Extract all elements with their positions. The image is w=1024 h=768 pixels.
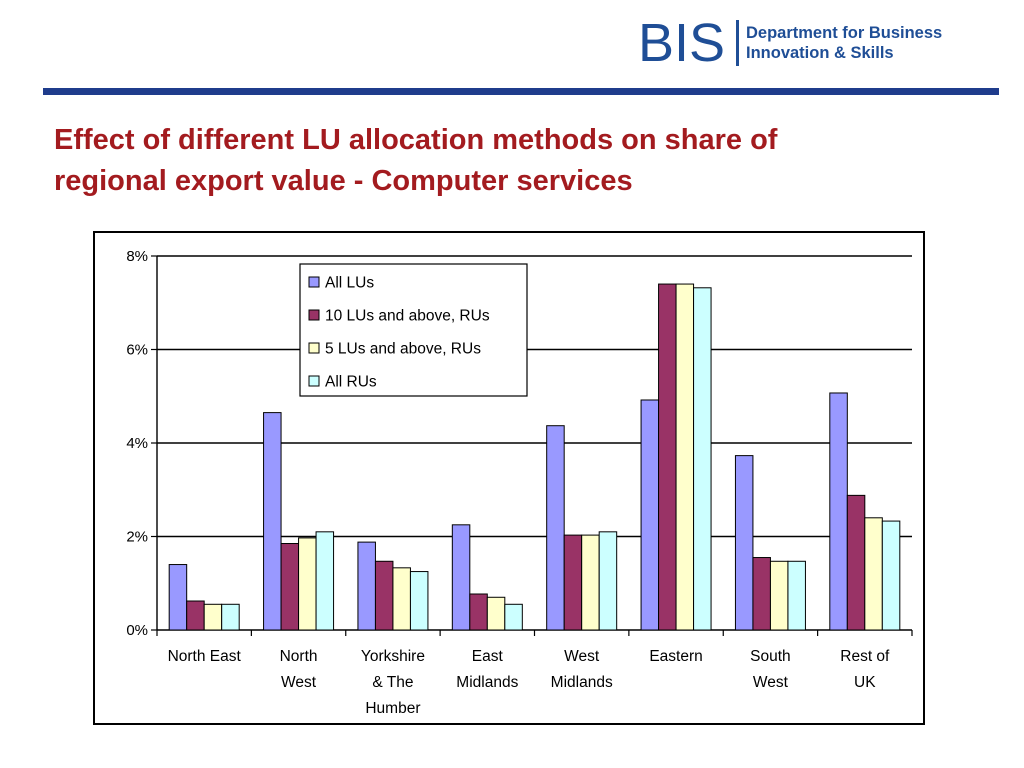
bar-2 bbox=[563, 534, 583, 631]
bar-1 bbox=[734, 455, 754, 631]
bar-4 bbox=[409, 571, 429, 631]
bar-3 bbox=[581, 534, 600, 631]
x-tick-label: Eastern bbox=[649, 648, 702, 665]
bar-chart: 0% 2% 4% 6% 8% North East North West Yorkshire & … bbox=[126, 248, 913, 717]
x-tick-label: North East bbox=[168, 648, 242, 665]
bar-4 bbox=[693, 287, 712, 631]
bar-4 bbox=[598, 531, 618, 631]
y-tick-label: 4% bbox=[126, 435, 148, 452]
x-tick-label: West bbox=[564, 648, 600, 665]
y-tick-label: 0% bbox=[126, 622, 148, 639]
bar-4 bbox=[315, 531, 335, 631]
bar-2 bbox=[374, 560, 394, 631]
legend-label: All LUs bbox=[325, 275, 374, 292]
x-tick-label: Rest of bbox=[840, 648, 890, 665]
logo-text: Department for Business Innovation & Ski… bbox=[746, 23, 1024, 63]
legend-swatch bbox=[308, 276, 320, 288]
y-tick-label: 8% bbox=[126, 248, 148, 265]
bar-1 bbox=[451, 524, 471, 631]
logo-separator bbox=[736, 20, 739, 66]
logo-line-2: Innovation & Skills bbox=[746, 44, 894, 62]
y-tick-label: 6% bbox=[126, 342, 148, 359]
bar-1 bbox=[168, 564, 188, 631]
title-line-1: Effect of different LU allocation method… bbox=[54, 124, 778, 156]
legend-swatch bbox=[308, 342, 320, 354]
slide-title: Effect of different LU allocation method… bbox=[54, 120, 984, 202]
x-tick-label: UK bbox=[854, 674, 876, 691]
bar-1 bbox=[640, 399, 660, 631]
legend-label: 5 LUs and above, RUs bbox=[325, 341, 481, 358]
bar-1 bbox=[829, 392, 848, 631]
bar-2 bbox=[280, 543, 300, 631]
bar-3 bbox=[769, 560, 789, 631]
bar-4 bbox=[881, 520, 901, 631]
x-tick-label: South bbox=[750, 648, 791, 665]
legend-swatch bbox=[308, 375, 320, 387]
bar-4 bbox=[787, 560, 806, 631]
bar-3 bbox=[486, 596, 506, 631]
bar-1 bbox=[357, 541, 376, 631]
bar-2 bbox=[752, 557, 771, 631]
bar-2 bbox=[658, 283, 677, 631]
x-tick-label: North bbox=[280, 648, 318, 665]
x-tick-label: & The bbox=[372, 674, 413, 691]
x-tick-label: East bbox=[472, 648, 504, 665]
bar-3 bbox=[298, 537, 317, 631]
bar-3 bbox=[203, 603, 223, 631]
x-tick-label: Midlands bbox=[456, 674, 518, 691]
bar-2 bbox=[846, 494, 866, 631]
bar-3 bbox=[864, 517, 883, 631]
x-tick-label: Humber bbox=[365, 700, 420, 717]
bar-2 bbox=[469, 593, 488, 631]
header-rule bbox=[43, 88, 999, 95]
bar-1 bbox=[263, 412, 282, 631]
x-tick-label: West bbox=[753, 674, 789, 691]
logo-line-1: Department for Business bbox=[746, 24, 943, 42]
bar-4 bbox=[504, 603, 523, 631]
legend-label: 10 LUs and above, RUs bbox=[325, 308, 490, 325]
x-tick-label: Yorkshire bbox=[361, 648, 425, 665]
bar-1 bbox=[546, 425, 565, 631]
title-line-2: regional export value - Computer service… bbox=[54, 165, 633, 197]
chart-frame: 0% 2% 4% 6% 8% North East North West Yorkshire & … bbox=[93, 231, 925, 725]
bar-2 bbox=[186, 600, 205, 631]
logo-mark: BIS bbox=[638, 13, 726, 73]
x-tick-label: West bbox=[281, 674, 317, 691]
legend-swatch bbox=[308, 309, 320, 321]
legend-box bbox=[299, 263, 528, 397]
bar-3 bbox=[675, 283, 695, 631]
bar-3 bbox=[392, 567, 411, 631]
legend-label: All RUs bbox=[325, 374, 377, 391]
y-tick-label: 2% bbox=[126, 529, 148, 546]
x-tick-label: Midlands bbox=[551, 674, 613, 691]
bar-4 bbox=[221, 603, 240, 631]
